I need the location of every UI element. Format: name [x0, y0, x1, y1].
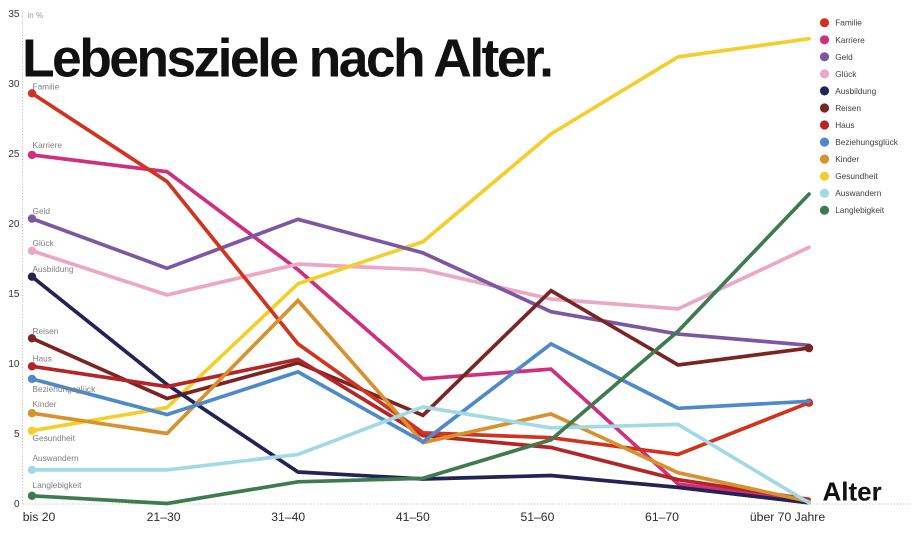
svg-text:21–30: 21–30 — [147, 510, 181, 524]
svg-text:61–70: 61–70 — [645, 510, 679, 524]
svg-text:Lebensziele nach Alter.: Lebensziele nach Alter. — [22, 29, 554, 88]
svg-text:0: 0 — [14, 499, 20, 510]
svg-text:Alter: Alter — [823, 476, 882, 506]
svg-text:25: 25 — [8, 149, 20, 160]
svg-text:Geld: Geld — [835, 52, 853, 62]
svg-text:Langlebigkeit: Langlebigkeit — [33, 480, 83, 490]
svg-text:Haus: Haus — [835, 120, 854, 130]
svg-text:31–40: 31–40 — [271, 510, 305, 524]
svg-text:Haus: Haus — [33, 353, 52, 363]
svg-text:35: 35 — [8, 9, 20, 20]
svg-text:Beziehungsglück: Beziehungsglück — [33, 384, 97, 394]
svg-text:in %: in % — [28, 11, 44, 20]
svg-text:Auswandern: Auswandern — [835, 188, 882, 198]
svg-text:Glück: Glück — [835, 69, 857, 79]
svg-text:Gesundheit: Gesundheit — [835, 171, 878, 181]
svg-text:15: 15 — [8, 289, 20, 300]
svg-text:über 70 Jahre: über 70 Jahre — [750, 510, 825, 524]
svg-text:Reisen: Reisen — [33, 326, 59, 336]
svg-text:bis 20: bis 20 — [23, 510, 56, 524]
svg-text:41–50: 41–50 — [396, 510, 430, 524]
svg-text:10: 10 — [8, 359, 20, 370]
svg-text:51–60: 51–60 — [520, 510, 554, 524]
svg-text:Karriere: Karriere — [835, 35, 865, 45]
svg-text:Langlebigkeit: Langlebigkeit — [835, 205, 885, 215]
svg-text:20: 20 — [8, 219, 20, 230]
svg-text:Karriere: Karriere — [33, 140, 63, 150]
svg-text:5: 5 — [14, 429, 20, 440]
svg-text:Geld: Geld — [33, 206, 51, 216]
svg-text:Kinder: Kinder — [835, 154, 859, 164]
svg-text:30: 30 — [8, 79, 20, 90]
svg-text:Familie: Familie — [835, 18, 862, 28]
svg-text:Ausbildung: Ausbildung — [835, 86, 876, 96]
svg-text:Glück: Glück — [33, 238, 55, 248]
svg-text:Reisen: Reisen — [835, 103, 861, 113]
svg-text:Familie: Familie — [33, 82, 60, 92]
svg-text:Kinder: Kinder — [33, 399, 57, 409]
svg-text:Gesundheit: Gesundheit — [33, 433, 76, 443]
svg-text:Beziehungsglück: Beziehungsglück — [835, 137, 899, 147]
svg-text:Ausbildung: Ausbildung — [33, 264, 74, 274]
svg-text:Auswandern: Auswandern — [33, 453, 80, 463]
